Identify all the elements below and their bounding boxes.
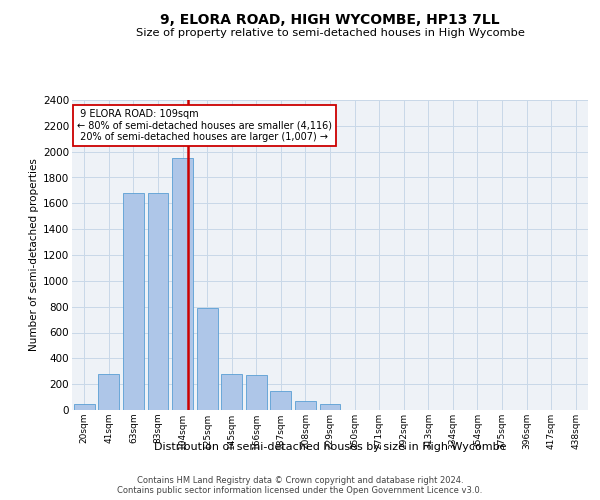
Text: Distribution of semi-detached houses by size in High Wycombe: Distribution of semi-detached houses by … <box>154 442 506 452</box>
Bar <box>172 158 193 410</box>
Bar <box>123 193 144 410</box>
Bar <box>74 404 95 410</box>
Y-axis label: Number of semi-detached properties: Number of semi-detached properties <box>29 158 39 352</box>
Bar <box>271 390 292 410</box>
Text: 9 ELORA ROAD: 109sqm
← 80% of semi-detached houses are smaller (4,116)
 20% of s: 9 ELORA ROAD: 109sqm ← 80% of semi-detac… <box>77 109 332 142</box>
Bar <box>148 193 169 410</box>
Text: 9, ELORA ROAD, HIGH WYCOMBE, HP13 7LL: 9, ELORA ROAD, HIGH WYCOMBE, HP13 7LL <box>160 12 500 26</box>
Bar <box>246 375 267 410</box>
Bar <box>98 374 119 410</box>
Bar <box>295 401 316 410</box>
Bar <box>320 404 340 410</box>
Bar <box>221 374 242 410</box>
Text: Contains HM Land Registry data © Crown copyright and database right 2024.
Contai: Contains HM Land Registry data © Crown c… <box>118 476 482 495</box>
Bar <box>197 308 218 410</box>
Text: Size of property relative to semi-detached houses in High Wycombe: Size of property relative to semi-detach… <box>136 28 524 38</box>
